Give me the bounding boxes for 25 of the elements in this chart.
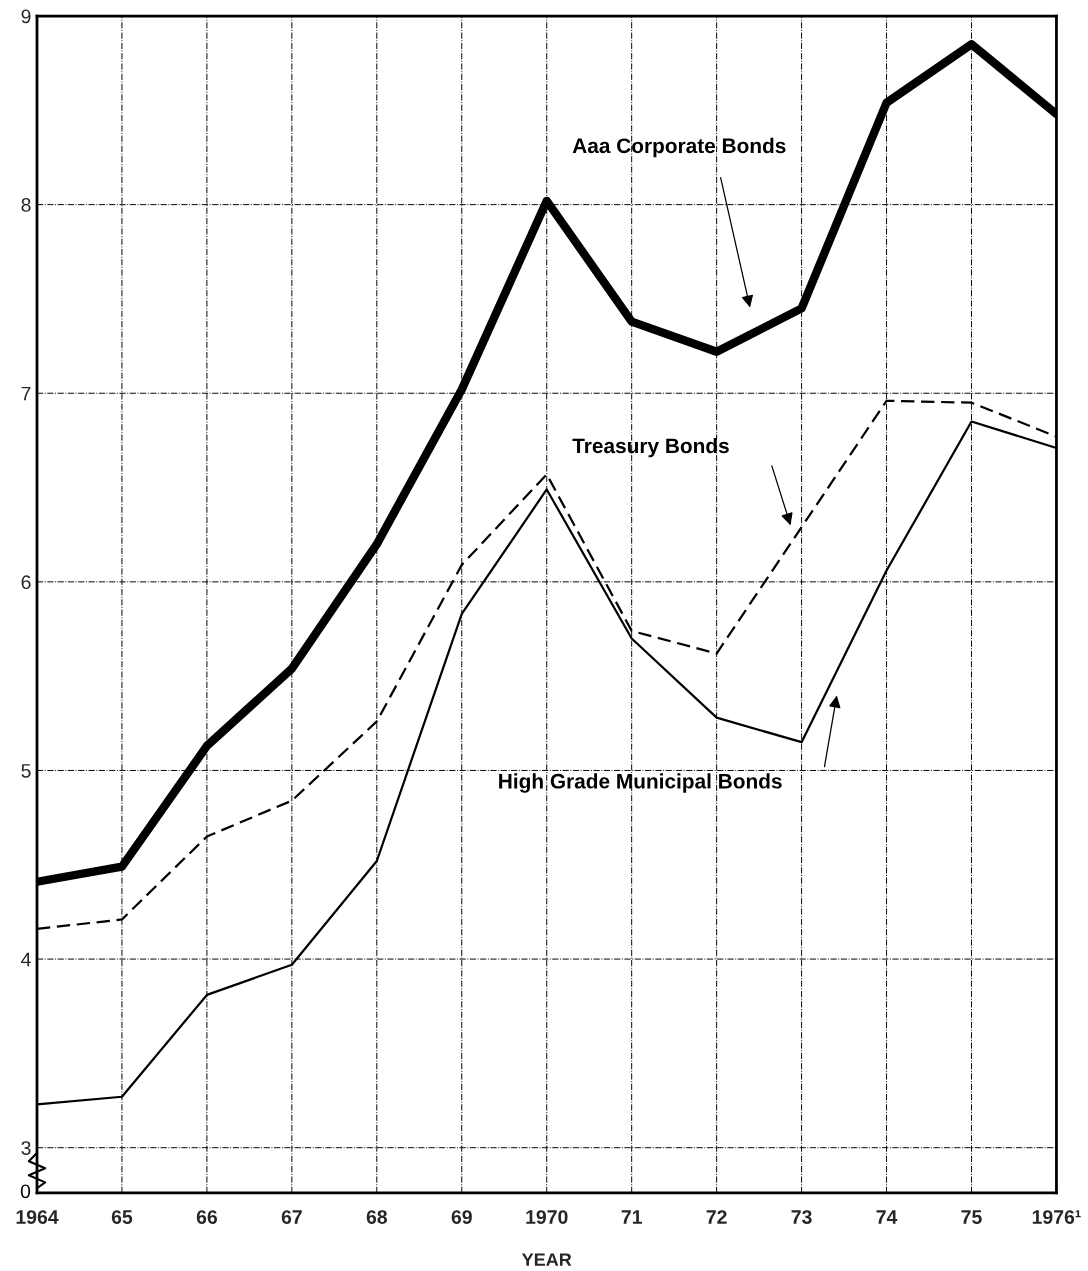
x-tick-label: 72 xyxy=(706,1210,727,1224)
x-tick-label: 71 xyxy=(621,1210,642,1224)
x-tick-label: 74 xyxy=(876,1210,898,1224)
y-tick-label: 4 xyxy=(21,952,31,967)
series-label: High Grade Municipal Bonds xyxy=(499,773,782,793)
x-tick-label: 65 xyxy=(111,1210,133,1224)
text: Aaa Corporate Bonds xyxy=(572,137,786,158)
x-tick-label: 1970 xyxy=(526,1210,568,1224)
x-tick-label: 1964 xyxy=(16,1210,59,1224)
x-tick-label: 67 xyxy=(281,1210,302,1224)
series-label: Treasury Bonds xyxy=(572,437,729,458)
x-tick-label: 66 xyxy=(196,1210,218,1224)
y-tick-label: 5 xyxy=(21,764,31,778)
x-tick-label: 1976¹ xyxy=(1032,1210,1081,1224)
y-tick-label: 9 xyxy=(21,9,31,24)
x-tick-label: 68 xyxy=(366,1210,388,1224)
x-tick-label: 73 xyxy=(791,1210,812,1224)
x-tick-label: 75 xyxy=(961,1210,982,1224)
text: 0 xyxy=(20,1184,31,1199)
y-tick-label: 3 xyxy=(21,1141,31,1155)
y-tick-label: 6 xyxy=(21,575,31,590)
x-axis-title: YEAR xyxy=(521,1253,572,1266)
y-tick-label: 7 xyxy=(21,386,31,401)
y-tick-label: 8 xyxy=(21,198,31,212)
x-tick-label: 69 xyxy=(451,1210,472,1224)
